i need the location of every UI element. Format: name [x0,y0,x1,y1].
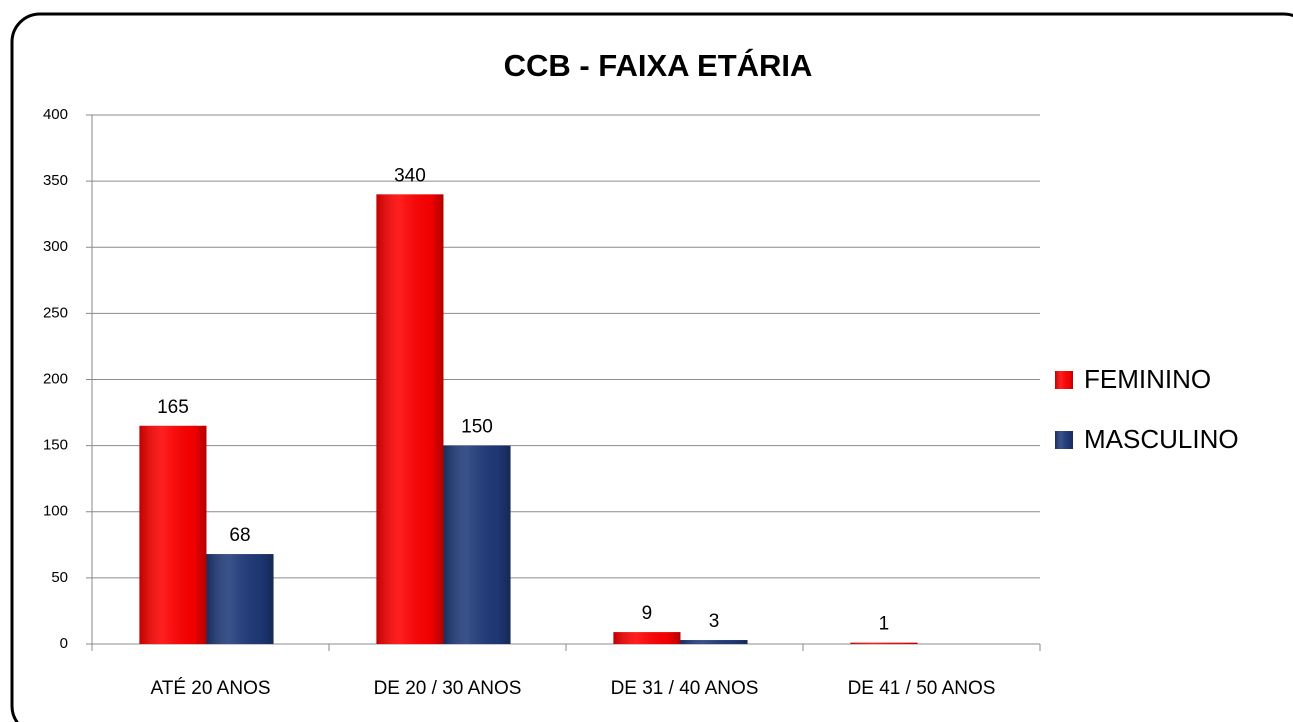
x-tick-label: DE 20 / 30 ANOS [374,678,522,699]
x-tick-label: ATÉ 20 ANOS [150,678,270,699]
bar [443,445,511,644]
legend-swatch-shine [1055,431,1073,449]
bar [680,640,748,644]
bar [613,632,681,644]
data-label: 165 [157,397,189,418]
data-label: 68 [229,525,250,546]
y-tick-label: 400 [43,106,68,123]
data-label: 1 [879,614,890,635]
y-tick-label: 100 [43,503,68,520]
y-tick-label: 0 [60,635,68,652]
chart-frame [10,12,1293,722]
bar [206,554,274,644]
x-tick-label: DE 41 / 50 ANOS [848,678,996,699]
data-label: 3 [709,611,720,632]
data-label: 150 [461,417,493,438]
bar [376,194,444,644]
y-tick-label: 150 [43,437,68,454]
legend-swatch-shine [1055,371,1073,389]
data-label: 9 [642,603,653,624]
y-tick-label: 50 [51,569,68,586]
legend-label: MASCULINO [1084,424,1239,454]
bar [139,425,207,644]
bar [850,642,918,644]
x-tick-label: DE 31 / 40 ANOS [611,678,759,699]
y-tick-label: 350 [43,172,68,189]
y-tick-label: 200 [43,370,68,387]
data-label: 340 [394,165,426,186]
y-tick-label: 250 [43,304,68,321]
chart-title: CCB - FAIXA ETÁRIA [504,48,813,83]
legend-label: FEMININO [1084,364,1211,394]
y-tick-label: 300 [43,238,68,255]
